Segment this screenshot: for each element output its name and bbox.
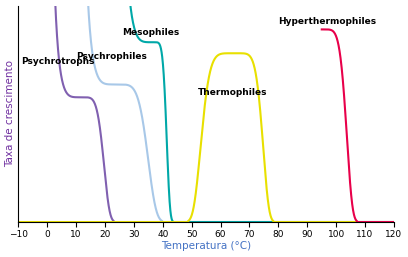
Text: Psychrophiles: Psychrophiles [76,52,147,61]
Text: Hyperthermophiles: Hyperthermophiles [278,17,377,26]
X-axis label: Temperatura (°C): Temperatura (°C) [161,241,251,251]
Y-axis label: Taxa de crescimento: Taxa de crescimento [6,60,16,167]
Text: Psychrotrophs: Psychrotrophs [21,57,95,66]
Text: Thermophiles: Thermophiles [197,88,267,97]
Text: Mesophiles: Mesophiles [122,28,180,37]
